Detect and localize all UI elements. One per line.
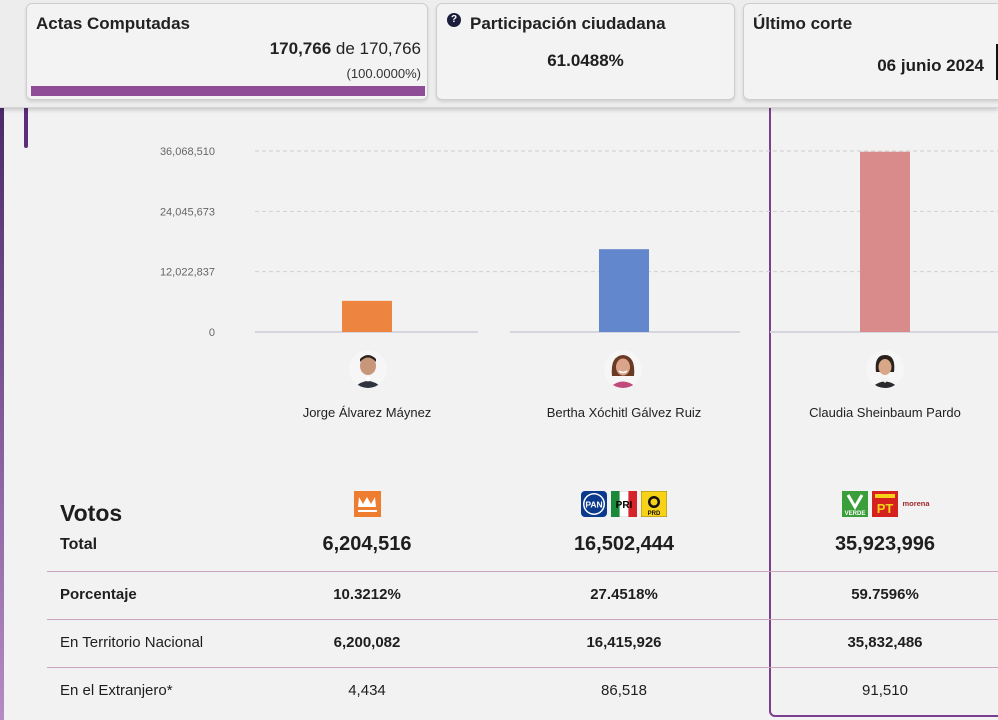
actas-title: Actas Computadas: [36, 14, 190, 33]
row-divider: [47, 571, 998, 572]
pan-logo-icon: PAN: [581, 491, 607, 517]
bar-2: [599, 249, 649, 332]
left-accent-tab: [24, 108, 28, 148]
pt-logo-icon: PT: [872, 491, 898, 517]
extranjero-cell: 4,434: [348, 682, 386, 699]
candidate-photo-icon: [349, 350, 387, 388]
question-circle-icon[interactable]: ?: [447, 13, 461, 27]
actas-computed: 170,766: [269, 39, 332, 58]
morena-logo-text: morena: [902, 499, 930, 508]
row-divider: [47, 667, 998, 668]
morena-logo-icon: morena: [902, 491, 930, 517]
prd-logo-icon: PRD: [640, 490, 668, 518]
votos-heading: Votos: [60, 500, 123, 526]
actas-card: Actas Computadas 170,766 de 170,766 (100…: [26, 3, 428, 100]
extranjero-label: En el Extranjero*: [60, 682, 173, 699]
participacion-title: Participación ciudadana: [470, 14, 666, 33]
total-label: Total: [60, 536, 98, 553]
bar-3: [860, 151, 910, 332]
percent-cell: 59.7596%: [851, 586, 919, 603]
candidate-name: Claudia Sheinbaum Pardo: [809, 405, 961, 420]
candidate-photo-icon: [866, 350, 904, 388]
percent-cell: 27.4518%: [590, 586, 658, 603]
row-divider: [47, 619, 998, 620]
extranjero-cell: 91,510: [862, 682, 908, 699]
total-votes: 16,502,444: [573, 533, 675, 555]
actas-total: 170,766: [359, 39, 421, 58]
ultimo-corte-card: Último corte 06 junio 2024: [743, 3, 998, 100]
left-accent-bar: [0, 108, 4, 720]
y-tick-label: 36,068,510: [160, 146, 215, 158]
participacion-value: 61.0488%: [547, 51, 624, 70]
total-votes: 35,923,996: [834, 533, 936, 555]
candidate-name: Bertha Xóchitl Gálvez Ruiz: [546, 405, 702, 420]
nacional-label: En Territorio Nacional: [60, 634, 204, 651]
votes-bar-chart: 0 12,022,837 24,045,673 36,068,510: [160, 146, 998, 339]
y-tick-label: 0: [209, 327, 215, 339]
pan-logo-text: PAN: [585, 500, 602, 510]
actas-of-label: de: [335, 39, 355, 58]
pri-logo-text: PRI: [616, 500, 633, 511]
bar-1: [342, 300, 392, 332]
participacion-card: ? Participación ciudadana 61.0488%: [436, 3, 735, 100]
pt-logo-text: PT: [877, 501, 894, 516]
y-tick-label: 12,022,837: [160, 267, 215, 279]
candidate-photo-icon: [604, 350, 642, 388]
verde-logo-icon: VERDE: [842, 491, 868, 517]
ultimo-corte-title: Último corte: [753, 14, 853, 33]
ultimo-corte-value: 06 junio 2024: [877, 56, 984, 75]
porcentaje-label: Porcentaje: [60, 586, 137, 603]
pri-logo-icon: PRI: [610, 490, 638, 518]
candidate-name: Jorge Álvarez Máynez: [302, 405, 432, 420]
nacional-cell: 35,832,486: [847, 634, 923, 651]
actas-percent: (100.0000%): [346, 66, 421, 81]
actas-progress-bar: [31, 86, 425, 96]
scroll-indicator: [996, 44, 998, 80]
y-tick-label: 24,045,673: [160, 206, 215, 218]
prd-logo-text: PRD: [648, 511, 661, 517]
results-header: Actas Computadas 170,766 de 170,766 (100…: [0, 0, 998, 108]
extranjero-cell: 86,518: [601, 682, 647, 699]
actas-counts: 170,766 de 170,766: [270, 39, 421, 59]
total-votes: 6,204,516: [322, 533, 412, 555]
movimiento-ciudadano-logo-icon: [354, 491, 381, 517]
percent-cell: 10.3212%: [333, 586, 401, 603]
nacional-cell: 16,415,926: [586, 634, 662, 651]
verde-logo-text: VERDE: [845, 511, 866, 517]
nacional-cell: 6,200,082: [333, 634, 401, 651]
